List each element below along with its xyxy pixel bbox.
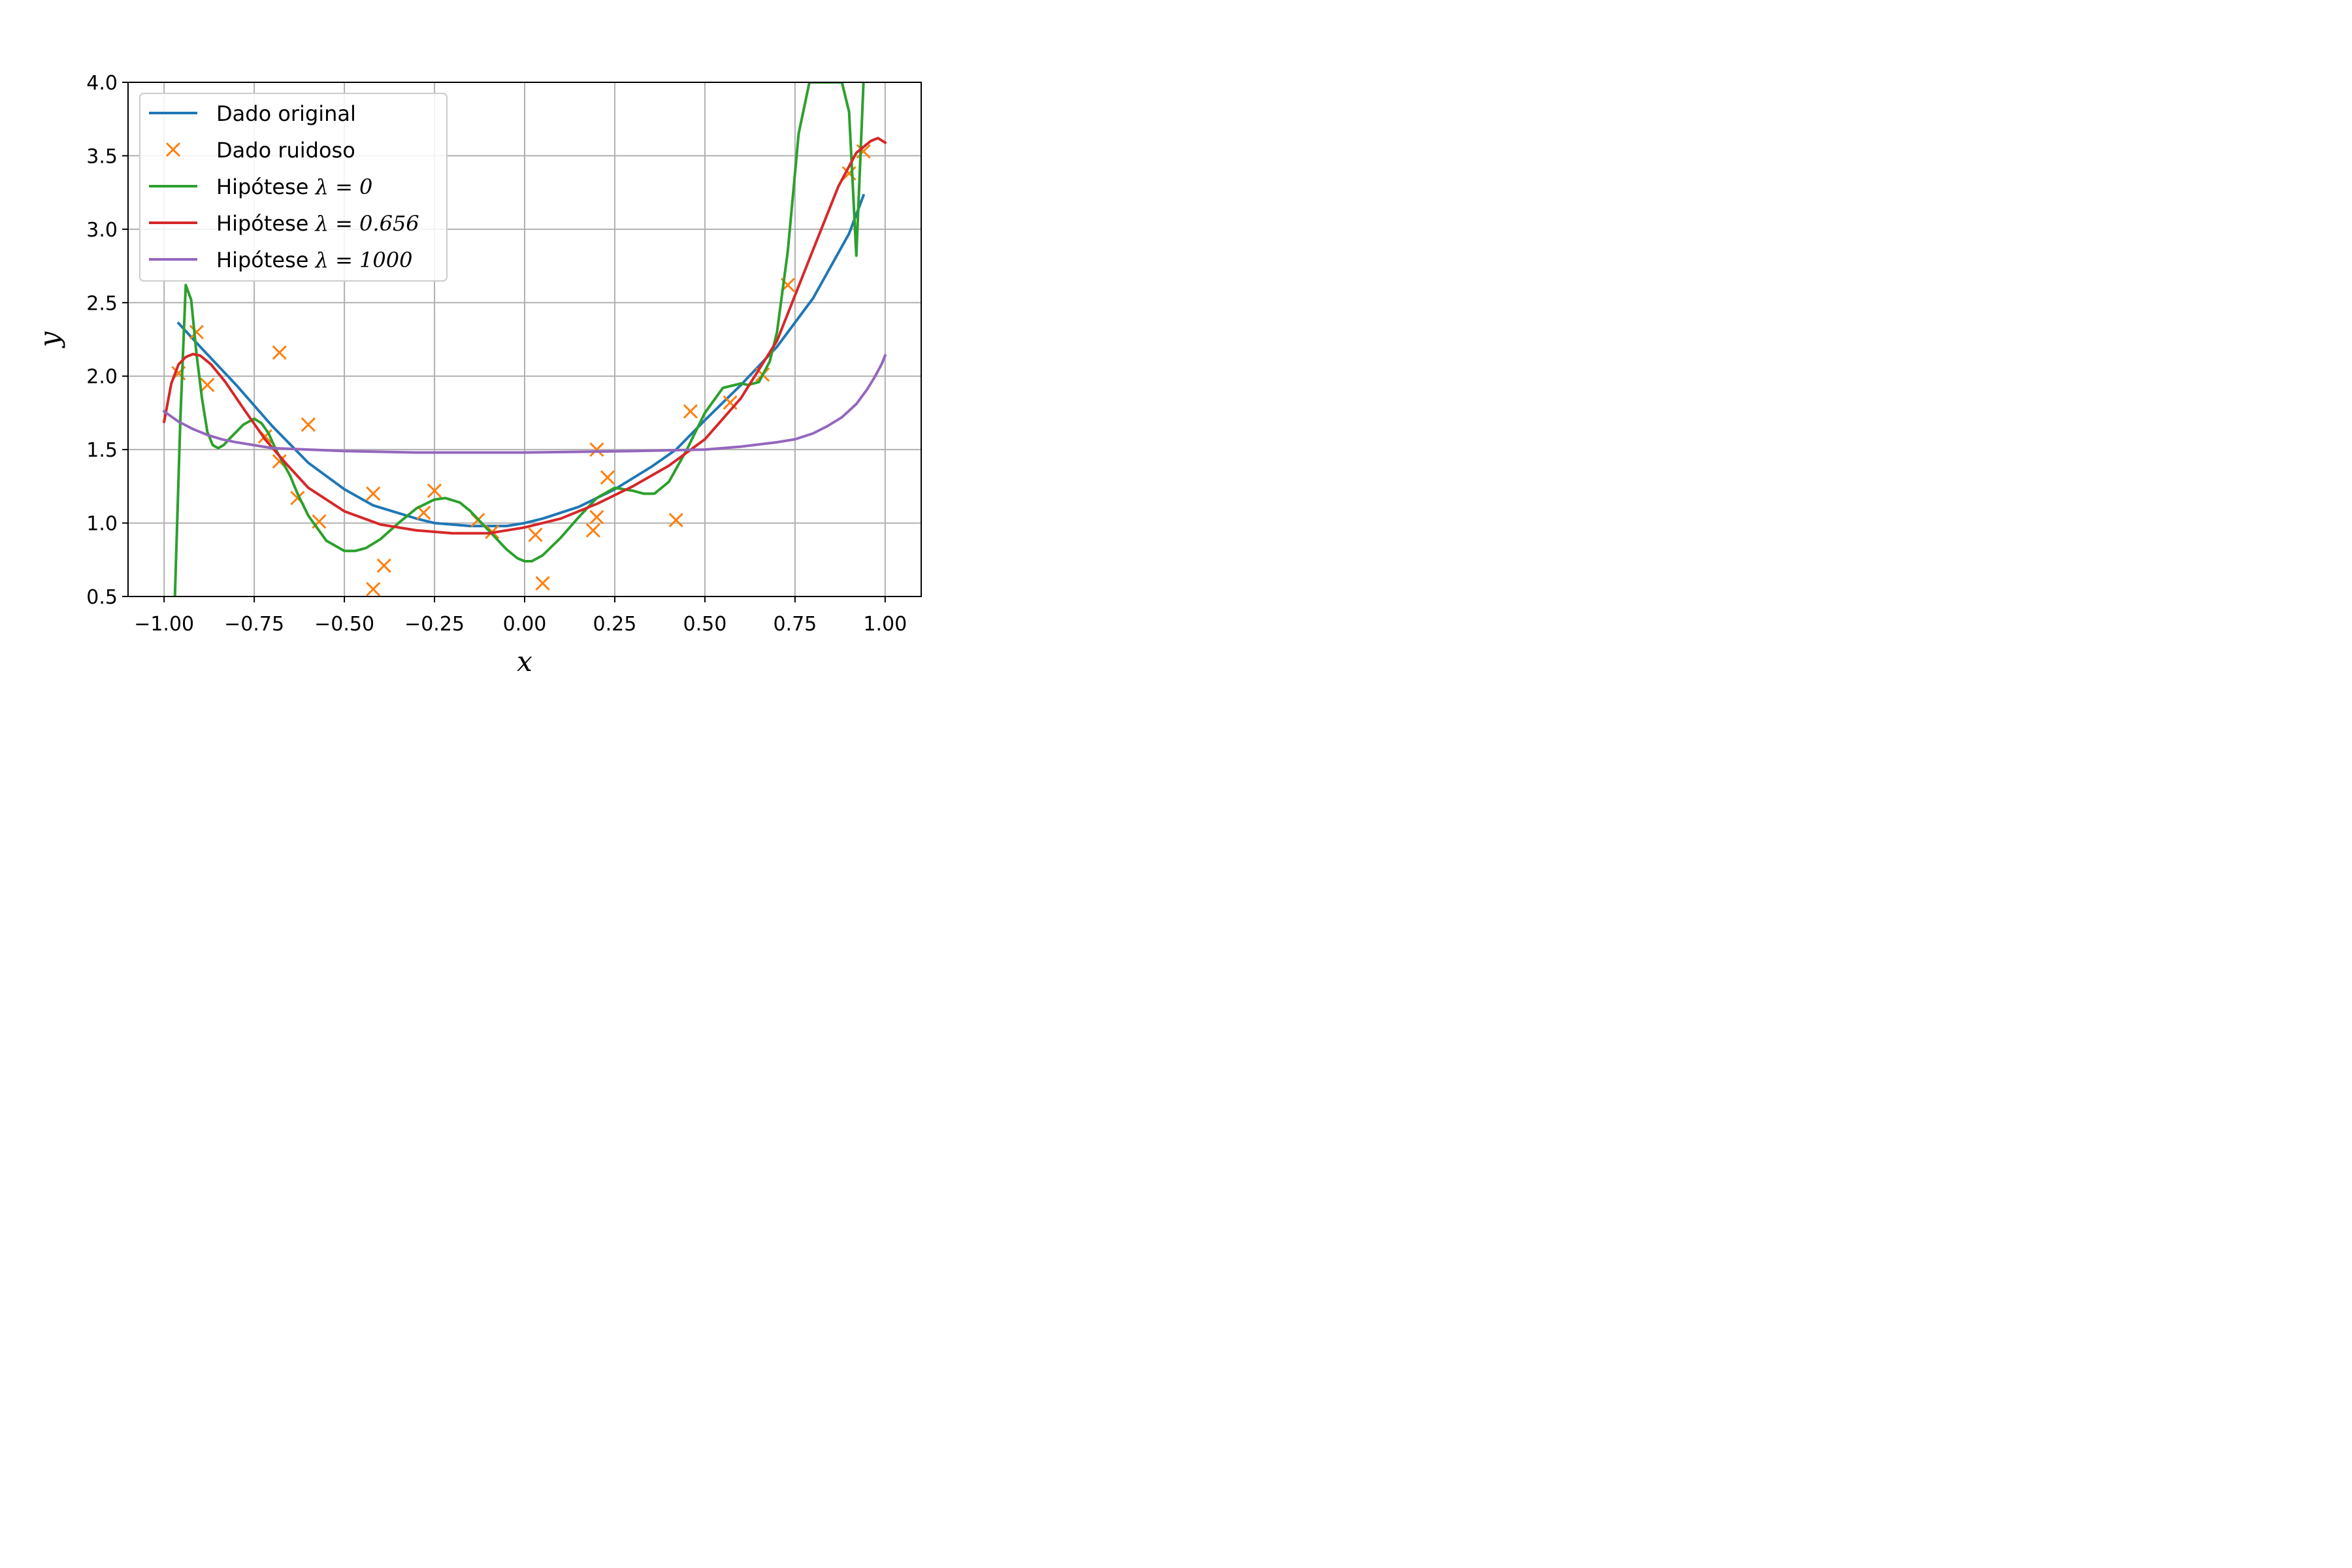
data-point-18 [585, 523, 600, 538]
legend-label: Dado ruidoso [216, 138, 355, 163]
x-tick-label-1: −0.75 [224, 613, 284, 636]
legend-item-2: Hipótese λ = 0 [149, 174, 372, 199]
legend-label-math: λ = 0.656 [314, 211, 419, 236]
legend-item-1: Dado ruidoso [165, 138, 355, 163]
series-line-4 [162, 353, 887, 454]
legend-label: Dado original [216, 101, 356, 126]
x-tick-label-2: −0.50 [314, 613, 374, 636]
legend-label: Hipótese λ = 0 [216, 174, 372, 199]
chart: −1.00 −0.75 −0.50 −0.25 0.00 0.25 0.50 0.75 1.00… [33, 72, 922, 678]
legend-item-3: Hipótese λ = 0.656 [149, 211, 419, 236]
data-point-11 [376, 558, 391, 573]
legend-box [139, 93, 448, 282]
legend-marker-swatch [165, 142, 181, 157]
x-tick-label-0: −1.00 [134, 613, 194, 636]
x-tick-label-5: 0.25 [593, 613, 637, 636]
data-point-10 [366, 581, 381, 596]
y-tick-label-2: 1.5 [86, 439, 118, 462]
x-tick-label-3: −0.25 [404, 613, 465, 636]
data-point-13 [427, 483, 442, 498]
data-point-19 [589, 510, 604, 525]
legend-label: Hipótese λ = 1000 [216, 248, 412, 272]
legend-label-math: λ = 1000 [314, 248, 413, 272]
data-point-22 [668, 513, 683, 528]
legend-item-4: Hipótese λ = 1000 [149, 248, 412, 272]
legend-item-0: Dado original [149, 101, 356, 126]
legend-label-prefix: Hipótese [216, 174, 316, 199]
data-point-17 [535, 576, 550, 591]
series-line-2 [173, 82, 865, 596]
y-tick-label-3: 2.0 [86, 366, 118, 389]
data-point-23 [683, 404, 698, 419]
series-0 [176, 193, 866, 528]
data-point-21 [600, 470, 615, 485]
x-axis-label: x [517, 645, 532, 678]
y-tick-label-1: 1.0 [86, 513, 118, 536]
y-tick-label-6: 3.5 [86, 145, 118, 168]
y-tick-label-0: 0.5 [86, 586, 118, 609]
series-line-3 [162, 137, 887, 535]
legend-label-math: λ = 0 [314, 174, 373, 199]
series-2 [173, 82, 865, 596]
legend-label: Hipótese λ = 0.656 [216, 211, 419, 236]
legend-label-prefix: Hipótese [216, 211, 316, 236]
y-tick-label-5: 3.0 [86, 219, 118, 242]
data-point-20 [589, 442, 604, 457]
data-point-9 [366, 486, 381, 501]
x-tick-label-6: 0.50 [683, 613, 727, 636]
data-point-4 [272, 345, 287, 360]
legend-label-prefix: Hipótese [216, 248, 316, 272]
data-point-7 [301, 417, 316, 432]
y-tick-label-7: 4.0 [86, 72, 118, 95]
series-line-0 [176, 193, 866, 528]
data-point-2 [200, 378, 215, 393]
y-tick-label-4: 2.5 [86, 292, 118, 315]
data-point-1 [189, 325, 204, 340]
x-tick-label-4: 0.00 [503, 613, 547, 636]
series-4 [162, 353, 887, 454]
axis-ticks: −1.00 −0.75 −0.50 −0.25 0.00 0.25 0.50 0.75 1.00… [86, 72, 907, 636]
x-tick-label-8: 1.00 [863, 613, 907, 636]
plot-area [162, 82, 887, 596]
series-3 [162, 137, 887, 535]
y-axis-label: y [33, 331, 65, 348]
data-point-16 [528, 527, 543, 542]
series-layer [162, 82, 887, 596]
x-tick-label-7: 0.75 [773, 613, 817, 636]
